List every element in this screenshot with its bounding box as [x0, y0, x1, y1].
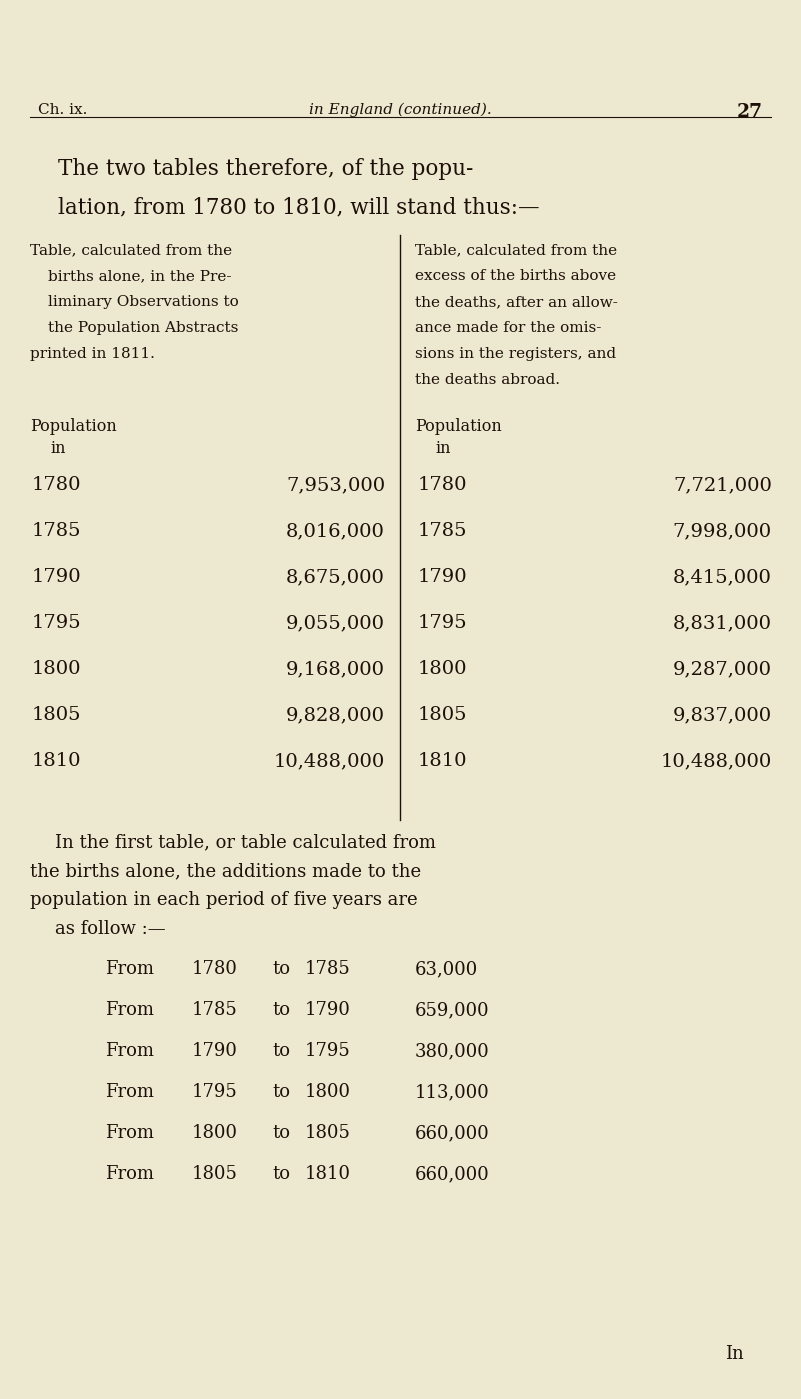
Text: 7,998,000: 7,998,000 — [673, 522, 772, 540]
Text: 380,000: 380,000 — [415, 1042, 489, 1060]
Text: to: to — [272, 1042, 290, 1060]
Text: Ch. ix.: Ch. ix. — [38, 104, 87, 118]
Text: 1800: 1800 — [192, 1123, 238, 1142]
Text: 1800: 1800 — [32, 660, 82, 679]
Text: to: to — [272, 1165, 290, 1184]
Text: 1795: 1795 — [418, 614, 468, 632]
Text: 10,488,000: 10,488,000 — [274, 753, 385, 769]
Text: 1790: 1790 — [192, 1042, 238, 1060]
Text: sions in the registers, and: sions in the registers, and — [415, 347, 616, 361]
Text: 1780: 1780 — [192, 960, 238, 978]
Text: In: In — [725, 1344, 744, 1363]
Text: 63,000: 63,000 — [415, 960, 478, 978]
Text: 1810: 1810 — [305, 1165, 351, 1184]
Text: 1790: 1790 — [32, 568, 82, 586]
Text: to: to — [272, 960, 290, 978]
Text: 660,000: 660,000 — [415, 1123, 489, 1142]
Text: 10,488,000: 10,488,000 — [661, 753, 772, 769]
Text: 1785: 1785 — [305, 960, 351, 978]
Text: 1780: 1780 — [32, 476, 82, 494]
Text: lation, from 1780 to 1810, will stand thus:—: lation, from 1780 to 1810, will stand th… — [58, 196, 540, 218]
Text: 1780: 1780 — [418, 476, 468, 494]
Text: 1790: 1790 — [418, 568, 468, 586]
Text: 1790: 1790 — [305, 1002, 351, 1018]
Text: Population: Population — [30, 418, 117, 435]
Text: to: to — [272, 1123, 290, 1142]
Text: in: in — [50, 441, 66, 457]
Text: 9,837,000: 9,837,000 — [673, 706, 772, 725]
Text: 1805: 1805 — [192, 1165, 238, 1184]
Text: From: From — [105, 1123, 154, 1142]
Text: From: From — [105, 960, 154, 978]
Text: 9,055,000: 9,055,000 — [286, 614, 385, 632]
Text: 1810: 1810 — [418, 753, 468, 769]
Text: 1785: 1785 — [192, 1002, 238, 1018]
Text: printed in 1811.: printed in 1811. — [30, 347, 155, 361]
Text: 1785: 1785 — [418, 522, 468, 540]
Text: 9,168,000: 9,168,000 — [286, 660, 385, 679]
Text: 9,828,000: 9,828,000 — [286, 706, 385, 725]
Text: the births alone, the additions made to the: the births alone, the additions made to … — [30, 862, 421, 880]
Text: From: From — [105, 1042, 154, 1060]
Text: ance made for the omis-: ance made for the omis- — [415, 320, 602, 334]
Text: 1795: 1795 — [32, 614, 82, 632]
Text: 27: 27 — [737, 104, 763, 120]
Text: 9,287,000: 9,287,000 — [673, 660, 772, 679]
Text: 1795: 1795 — [192, 1083, 238, 1101]
Text: 660,000: 660,000 — [415, 1165, 489, 1184]
Text: in England (continued).: in England (continued). — [308, 104, 491, 118]
Text: 8,415,000: 8,415,000 — [673, 568, 772, 586]
Text: to: to — [272, 1083, 290, 1101]
Text: the deaths, after an allow-: the deaths, after an allow- — [415, 295, 618, 309]
Text: 8,831,000: 8,831,000 — [673, 614, 772, 632]
Text: 7,953,000: 7,953,000 — [286, 476, 385, 494]
Text: From: From — [105, 1083, 154, 1101]
Text: 8,675,000: 8,675,000 — [286, 568, 385, 586]
Text: 8,016,000: 8,016,000 — [286, 522, 385, 540]
Text: the deaths abroad.: the deaths abroad. — [415, 374, 560, 388]
Text: liminary Observations to: liminary Observations to — [48, 295, 239, 309]
Text: The two tables therefore, of the popu-: The two tables therefore, of the popu- — [58, 158, 473, 180]
Text: Table, calculated from the: Table, calculated from the — [30, 243, 232, 257]
Text: to: to — [272, 1002, 290, 1018]
Text: Table, calculated from the: Table, calculated from the — [415, 243, 617, 257]
Text: 1805: 1805 — [418, 706, 468, 725]
Text: Population: Population — [415, 418, 501, 435]
Text: 1810: 1810 — [32, 753, 82, 769]
Text: excess of the births above: excess of the births above — [415, 269, 616, 283]
Text: 7,721,000: 7,721,000 — [673, 476, 772, 494]
Text: in: in — [435, 441, 450, 457]
Text: 1795: 1795 — [305, 1042, 351, 1060]
Text: 659,000: 659,000 — [415, 1002, 489, 1018]
Text: 1805: 1805 — [305, 1123, 351, 1142]
Text: 1800: 1800 — [418, 660, 468, 679]
Text: births alone, in the Pre-: births alone, in the Pre- — [48, 269, 231, 283]
Text: the Population Abstracts: the Population Abstracts — [48, 320, 239, 334]
Text: as follow :—: as follow :— — [55, 921, 166, 937]
Text: 1800: 1800 — [305, 1083, 351, 1101]
Text: In the first table, or table calculated from: In the first table, or table calculated … — [55, 832, 436, 851]
Text: From: From — [105, 1165, 154, 1184]
Text: 1785: 1785 — [32, 522, 82, 540]
Text: population in each period of five years are: population in each period of five years … — [30, 891, 417, 909]
Text: From: From — [105, 1002, 154, 1018]
Text: 1805: 1805 — [32, 706, 82, 725]
Text: 113,000: 113,000 — [415, 1083, 489, 1101]
